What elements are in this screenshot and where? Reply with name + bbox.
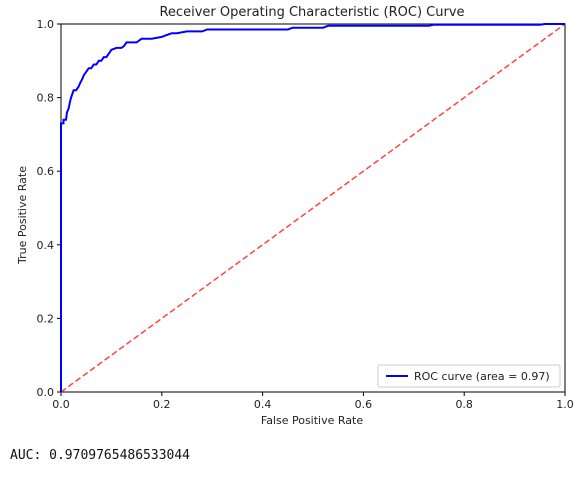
roc-curve-line: [60, 23, 565, 392]
y-axis-label: True Positive Rate: [16, 166, 29, 265]
x-tick-label: 0.8: [455, 398, 473, 411]
legend: ROC curve (area = 0.97): [377, 364, 561, 388]
y-tick-label: 0.4: [37, 239, 55, 252]
auc-output: AUC: 0.9709765486533044: [10, 448, 191, 463]
y-tick-label: 0.0: [37, 386, 55, 399]
legend-label-roc: ROC curve (area = 0.97): [414, 370, 550, 383]
y-tick-label: 0.8: [37, 92, 55, 105]
x-tick-label: 0.0: [52, 398, 70, 411]
x-tick-label: 1.0: [556, 398, 574, 411]
x-axis-ticks: 0.0 0.2 0.4 0.6 0.8 1.0: [52, 392, 574, 411]
x-tick-label: 0.6: [355, 398, 373, 411]
y-tick-label: 0.2: [37, 312, 55, 325]
roc-chart: Receiver Operating Characteristic (ROC) …: [16, 5, 574, 427]
x-tick-label: 0.4: [254, 398, 272, 411]
x-tick-label: 0.2: [153, 398, 171, 411]
legend-box: [377, 364, 561, 388]
chart-title: Receiver Operating Characteristic (ROC) …: [159, 5, 464, 20]
chance-diagonal-line: [60, 23, 566, 393]
y-tick-label: 1.0: [37, 18, 55, 31]
x-axis-label: False Positive Rate: [261, 414, 363, 427]
series-layer: [60, 23, 566, 393]
y-axis-ticks: 0.0 0.2 0.4 0.6 0.8 1.0: [37, 18, 61, 399]
y-tick-label: 0.6: [37, 165, 55, 178]
